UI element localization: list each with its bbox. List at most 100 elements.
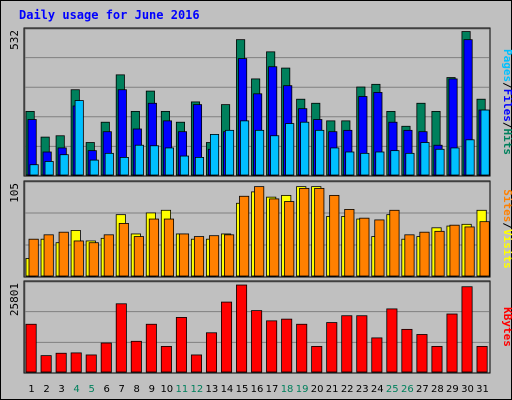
pages-bar [209,133,220,176]
kbytes-bar [221,301,233,373]
pages-bar [225,129,235,176]
sites-bar [314,187,325,277]
kbytes-bar [130,340,142,373]
x-axis-day-labels: 1 2 3 4 5 6 7 8 9 10 11 12 13 14 15 16 17 18 19 20 21 22 23 24 2… [28,384,489,395]
sites-bar [374,219,385,277]
pages-bar [360,152,370,176]
x-tick-label: 25 [386,384,399,395]
x-tick-label: 6 [103,384,109,395]
kbytes-bar [461,286,473,373]
x-tick-label: 15 [236,384,249,395]
x-tick-label: 19 [296,384,309,395]
pages-bar [89,159,99,176]
x-tick-label: 9 [149,384,155,395]
kbytes-bar [25,323,37,373]
pages-bar [300,121,310,176]
pages-bar [119,157,129,176]
x-tick-label: 3 [58,384,64,395]
sites-bar [449,224,460,277]
pages-bar [330,147,340,176]
sites-bar [208,235,220,277]
x-tick-label: 31 [476,384,489,395]
kbytes-bar [296,323,308,373]
x-tick-label: 21 [326,384,339,395]
pages-bar [315,129,325,176]
pages-bar [134,144,144,176]
x-tick-label: 30 [461,384,474,395]
kbytes-bar [40,355,52,373]
x-tick-label: 13 [206,384,219,395]
sites-bar [359,217,370,277]
pages-bar [480,109,490,176]
pages-bar [104,152,114,176]
visits-ymax-label: 105 [8,183,21,203]
kbytes-bar [281,318,293,373]
kbytes-bar [160,346,172,373]
kbytes-bar [416,334,428,373]
kbytes-bar [266,320,278,373]
kbytes-bar [70,352,82,373]
sites-visits-legend: Sites/Visits [501,189,512,269]
kbytes-bar [401,328,413,373]
x-tick-label: 24 [371,384,384,395]
kbytes-bar [145,323,157,373]
sites-bar [103,234,114,277]
sites-bar [43,234,54,277]
kbytes-bar [85,354,97,373]
x-tick-label: 8 [134,384,140,395]
sites-bar [344,209,355,277]
pages-bar [240,120,250,176]
x-tick-label: 27 [416,384,429,395]
x-tick-label: 17 [266,384,279,395]
kbytes-bar [175,317,187,373]
x-tick-label: 22 [341,384,354,395]
sites-bar [163,218,175,277]
sites-bar [224,234,235,277]
x-tick-label: 2 [43,384,49,395]
kbytes-bar [100,342,112,373]
pages-bar [194,157,205,176]
kbytes-bar [431,346,443,373]
legend-separator: / [501,222,512,229]
sites-bar [193,236,205,277]
pages-bar [179,155,189,176]
kbytes-legend: KBytes [501,307,512,347]
sites-bar [239,195,250,277]
legend-separator: / [501,82,512,89]
x-tick-label: 5 [88,384,94,395]
hits-files-pages-panel [23,27,491,177]
pages-bar [375,151,385,176]
pages-bar [164,147,174,176]
legend-entry: Pages [501,49,512,82]
sites-bar [28,238,39,277]
kbytes-bar [476,346,488,373]
x-tick-label: 1 [28,384,34,395]
sites-bar [479,221,490,277]
kbytes-bar [356,315,368,373]
legend-separator: / [501,122,512,129]
sites-bar [404,234,415,277]
sites-bar [284,201,295,277]
kbytes-bar [115,303,127,373]
kbytes-bar [386,308,398,373]
sites-bar [58,231,69,277]
chart-title: Daily usage for June 2016 [19,8,200,22]
kbytes-panel [23,280,491,374]
sites-bar [329,194,340,277]
pages-bar [435,148,445,176]
kbytes-bar [251,310,263,373]
kbytes-bar [205,332,218,373]
pages-bar [29,164,39,176]
kbytes-bar [371,337,383,373]
pages-bar [405,152,415,176]
pages-bar [450,147,460,176]
legend-entry: Sites [501,189,512,222]
kbytes-ymax-label: 25801 [8,283,21,316]
pages-bar [420,142,430,176]
hits-ymax-label: 532 [8,30,21,50]
pages-bar [44,161,54,176]
sites-bar [464,226,475,277]
legend-entry: Visits [501,229,512,269]
sites-bar [148,218,159,277]
kbytes-bar [190,354,202,373]
